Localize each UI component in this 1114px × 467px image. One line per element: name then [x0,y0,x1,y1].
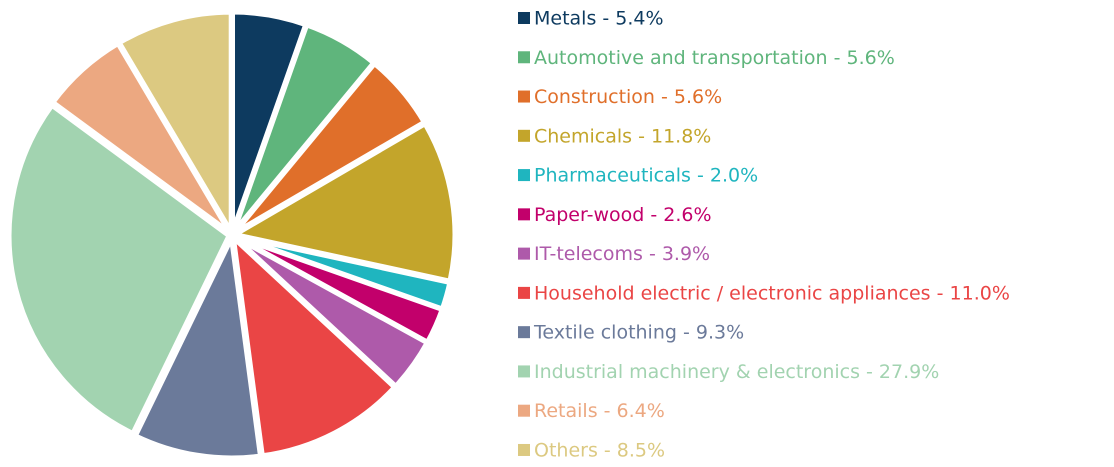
legend-swatch [518,286,530,299]
legend-label: Retails - 6.4% [534,400,665,422]
legend-label: Industrial machinery & electronics - 27.… [534,361,939,383]
legend-label: Construction - 5.6% [534,86,722,108]
legend-swatch [518,12,530,24]
legend-swatch [518,90,530,103]
legend-label: IT-telecoms - 3.9% [534,243,710,265]
legend-swatch [518,129,530,142]
legend-swatch [518,51,530,64]
legend-label: Household electric / electronic applianc… [534,282,1010,304]
legend-label: Metals - 5.4% [534,8,664,30]
legend-swatch [518,404,530,417]
legend-swatch [518,208,530,221]
legend-swatch [518,247,530,260]
pie-slice [232,121,458,284]
legend-label: Others - 8.5% [534,439,665,461]
pie-slice [116,9,234,235]
pie-slice [6,102,232,437]
legend-swatch [518,365,530,378]
legend-swatch [518,169,530,182]
legend-label: Pharmaceuticals - 2.0% [534,165,758,187]
legend-swatch [518,443,530,456]
legend-swatch [518,326,530,339]
legend-label: Automotive and transportation - 5.6% [534,47,895,69]
legend-label: Paper-wood - 2.6% [534,204,712,226]
pie-slice [132,235,263,461]
pie-slice [230,235,398,459]
legend-label: Textile clothing - 9.3% [533,322,744,344]
legend-label: Chemicals - 11.8% [534,125,711,147]
